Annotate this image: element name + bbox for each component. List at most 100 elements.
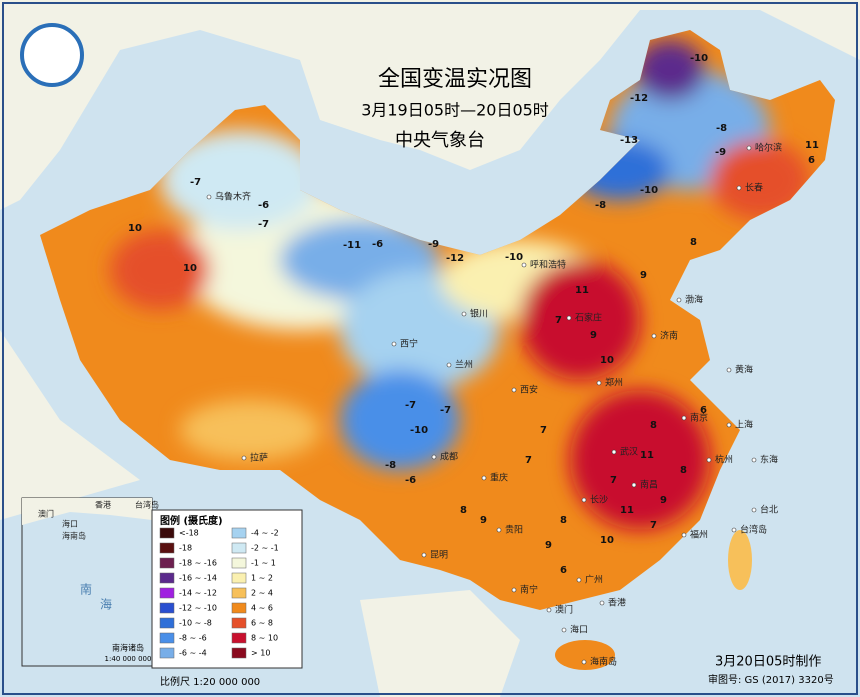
map-value: 8 (460, 505, 467, 516)
place-label: 西宁 (400, 338, 418, 350)
place-dot (431, 454, 437, 460)
temperature-field (110, 40, 810, 530)
place-dot (676, 297, 682, 303)
place-dot (581, 497, 587, 503)
place-dot (241, 455, 247, 461)
legend-label: -8 ~ -6 (179, 634, 207, 643)
place-label: 台北 (760, 504, 778, 516)
place-label: 南昌 (640, 479, 658, 491)
inset-label: 海口 (62, 519, 78, 529)
hainan (555, 640, 615, 670)
map-value: 9 (660, 495, 667, 506)
place-dot (206, 194, 212, 200)
legend-label: 4 ~ 6 (251, 604, 273, 613)
legend-swatch (159, 587, 175, 599)
map-value: -10 (690, 53, 708, 64)
place-dot (511, 587, 517, 593)
place-label: 济南 (660, 330, 678, 342)
place-dot (726, 367, 732, 373)
map-value: 7 (650, 520, 657, 531)
legend-label: <-18 (179, 529, 199, 538)
place-dot (391, 341, 397, 347)
place-label: 兰州 (455, 359, 473, 371)
map-value: -8 (716, 123, 727, 134)
legend-label: -18 (179, 544, 192, 553)
map-value: 6 (808, 155, 815, 166)
map-value: -7 (190, 177, 201, 188)
legend-label: -1 ~ 1 (251, 559, 276, 568)
map-value: -10 (410, 425, 428, 436)
map-value: 8 (560, 515, 567, 526)
scale: 比例尺 1:20 000 000 (160, 675, 260, 688)
place-dot (631, 482, 637, 488)
place-dot (496, 527, 502, 533)
map-value: 8 (650, 420, 657, 431)
place-label: 银川 (470, 308, 488, 320)
legend-swatch (159, 647, 175, 659)
legend-label: -18 ~ -16 (179, 559, 217, 568)
place-dot (566, 315, 572, 321)
place-label: 武汉 (620, 446, 638, 458)
neighbor-land (360, 590, 520, 697)
legend-swatch (231, 632, 247, 644)
place-label: 上海 (735, 419, 753, 431)
place-label: 香港 (608, 597, 626, 609)
map-value: -12 (630, 93, 648, 104)
legend-label: -16 ~ -14 (179, 574, 217, 583)
map-value: 11 (640, 450, 654, 461)
place-dot (461, 311, 467, 317)
place-dot (746, 145, 752, 151)
map-value: 8 (690, 237, 697, 248)
legend-label: -2 ~ -1 (251, 544, 279, 553)
place-dot (681, 532, 687, 538)
map-value: -7 (258, 219, 269, 230)
map-value: 6 (700, 405, 707, 416)
map-value: 7 (525, 455, 532, 466)
place-label: 哈尔滨 (755, 142, 782, 154)
place-dot (511, 387, 517, 393)
legend-swatch (159, 557, 175, 569)
legend-swatch (231, 617, 247, 629)
place-label: 澳门 (555, 604, 573, 616)
legend-swatch (159, 542, 175, 554)
map-value: -9 (428, 239, 439, 250)
place-label: 渤海 (685, 294, 703, 306)
place-dot (421, 552, 427, 558)
map-value: 8 (680, 465, 687, 476)
legend-swatch (231, 647, 247, 659)
map-value: -6 (258, 200, 269, 211)
subtitle: 3月19日05时—20日05时 (361, 101, 549, 120)
place-label: 石家庄 (575, 312, 602, 324)
map-value: 9 (590, 330, 597, 341)
place-label: 拉萨 (250, 452, 268, 464)
place-label: 福州 (690, 529, 708, 541)
logo (20, 23, 84, 87)
place-dot (576, 577, 582, 583)
map-value: -7 (405, 400, 416, 411)
legend-swatch (231, 587, 247, 599)
inset-label: 澳门 (38, 509, 54, 519)
map-value: 9 (480, 515, 487, 526)
place-label: 成都 (440, 451, 458, 463)
place-label: 长沙 (590, 494, 608, 506)
place-label: 海南岛 (590, 656, 617, 668)
place-label: 杭州 (715, 454, 733, 466)
neighbor-land (0, 0, 860, 210)
map-value: 7 (610, 475, 617, 486)
place-label: 昆明 (430, 550, 448, 561)
review-number: 审图号: GS (2017) 3320号 (708, 673, 834, 686)
legend-label: -4 ~ -2 (251, 529, 279, 538)
map-value: 9 (640, 270, 647, 281)
legend-swatch (159, 602, 175, 614)
neighbor-land (0, 330, 140, 520)
place-dot (446, 362, 452, 368)
map-value: -6 (372, 239, 383, 250)
place-label: 郑州 (605, 377, 623, 389)
map-value: -8 (385, 460, 396, 471)
inset-land (22, 498, 152, 525)
inset-label: 海 (100, 597, 112, 612)
legend-swatch (159, 527, 175, 539)
legend-label: -12 ~ -10 (179, 604, 217, 613)
place-dot (706, 457, 712, 463)
